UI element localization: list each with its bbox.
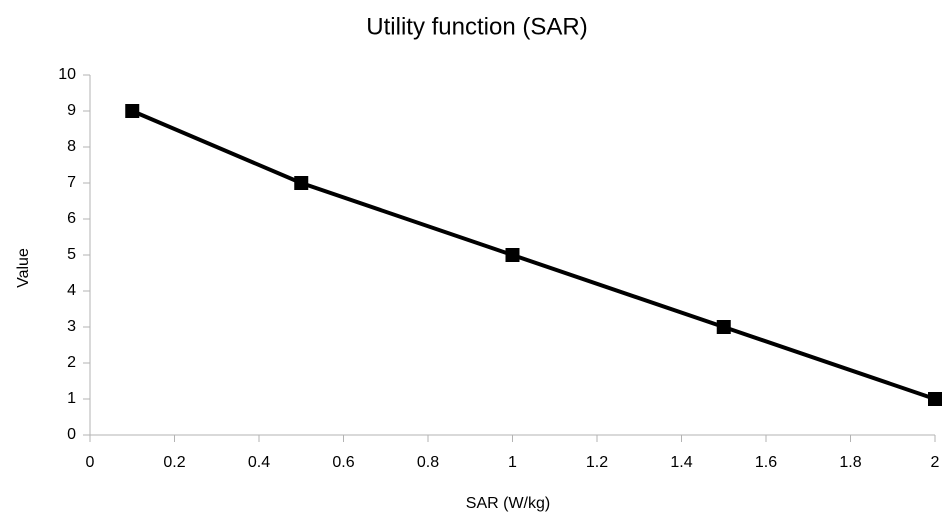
y-tick-label: 3 — [67, 318, 76, 335]
x-tick-label: 0.4 — [248, 454, 270, 471]
y-tick-label: 6 — [67, 210, 76, 227]
marker — [928, 392, 942, 406]
marker — [505, 248, 520, 262]
x-tick-label: 1 — [508, 454, 517, 471]
y-tick-label: 5 — [67, 246, 76, 263]
y-tick-label: 1 — [67, 390, 76, 407]
x-tick-label: 0.6 — [332, 454, 354, 471]
x-tick-label: 0.2 — [163, 454, 185, 471]
x-tick-label: 0 — [86, 454, 95, 471]
y-tick-label: 4 — [67, 282, 76, 299]
x-tick-label: 0.8 — [417, 454, 439, 471]
marker — [716, 320, 731, 334]
y-axis-label: Value — [15, 248, 32, 288]
y-tick-label: 8 — [67, 138, 76, 155]
chart-title: Utility function (SAR) — [366, 13, 587, 40]
marker — [125, 104, 140, 118]
x-tick-label: 1.8 — [839, 454, 861, 471]
x-tick-label: 1.4 — [670, 454, 692, 471]
y-tick-label: 0 — [67, 426, 76, 443]
marker — [294, 176, 309, 190]
line — [131, 109, 936, 401]
y-tick-label: 7 — [67, 174, 76, 191]
y-tick-label: 9 — [67, 102, 76, 119]
x-tick-label: 2 — [931, 454, 940, 471]
x-tick-label: 1.2 — [586, 454, 608, 471]
y-tick-label: 2 — [67, 354, 76, 371]
y-tick-label: 10 — [58, 66, 76, 83]
x-tick-label: 1.6 — [755, 454, 777, 471]
x-axis-label: SAR (W/kg) — [466, 495, 550, 512]
